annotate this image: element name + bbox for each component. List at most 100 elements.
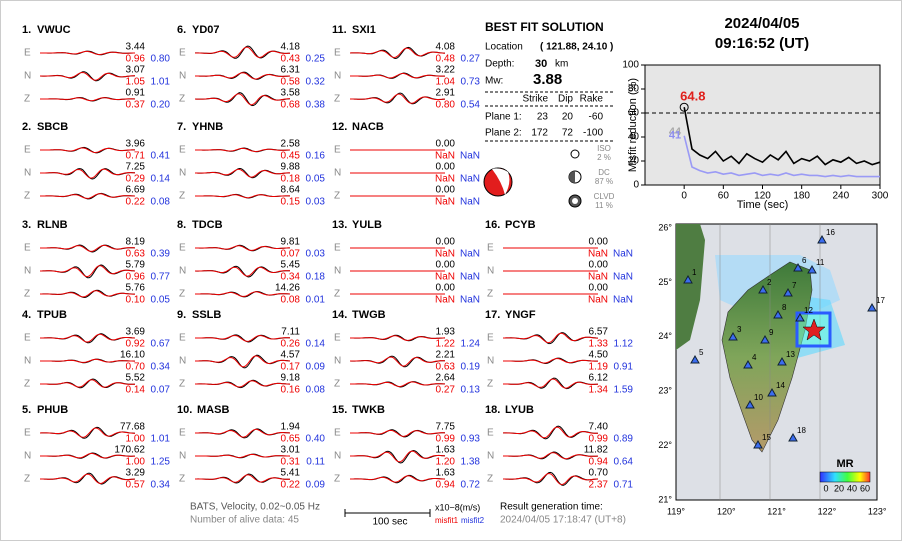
focal-mechanism (483, 149, 582, 208)
synthetic-waveform (350, 335, 446, 341)
misfit1: 1.34 (589, 385, 609, 396)
misfit1: 0.17 (281, 362, 301, 373)
synthetic-waveform (40, 453, 135, 459)
synthetic-waveform (350, 73, 445, 79)
amplitude: 3.01 (281, 445, 301, 456)
component-label: N (179, 71, 186, 82)
amplitude: 0.00 (589, 260, 609, 271)
amplitude: 4.57 (281, 350, 301, 361)
amplitude: 1.63 (436, 445, 456, 456)
misfit2: NaN (460, 272, 480, 283)
synthetic-waveform (194, 93, 290, 106)
component-label: N (24, 168, 31, 179)
lat-label: 22° (658, 440, 672, 450)
station-name: SXI1 (352, 24, 376, 36)
annotation: 64.8 (680, 89, 705, 104)
lon-label: 123° (868, 506, 887, 516)
station-name: LYUB (505, 404, 534, 416)
component-label: Z (179, 191, 185, 202)
misfit2: 1.01 (151, 77, 171, 88)
misfit2: 0.32 (306, 77, 326, 88)
synthetic-waveform (503, 472, 599, 486)
station-triangle (807, 264, 817, 274)
station-label: 13 (786, 350, 795, 359)
amplitude: 3.69 (126, 327, 146, 338)
component-label: N (179, 356, 186, 367)
y-tick-label: 40 (628, 132, 640, 143)
station-number: 3. (22, 219, 31, 231)
station-triangle (783, 287, 793, 297)
amplitude: 14.26 (275, 283, 300, 294)
misfit1: 0.48 (436, 54, 456, 65)
component-label: E (24, 333, 31, 344)
amplitude: 0.00 (589, 283, 609, 294)
synthetic-waveform (503, 452, 598, 460)
component-label: N (334, 168, 341, 179)
table-header: Strike (522, 94, 548, 105)
station-triangle (690, 354, 700, 364)
location-label: Location (485, 42, 523, 53)
misfit2: 0.73 (461, 77, 481, 88)
station-triangle (753, 439, 763, 449)
misfit1: 0.29 (126, 174, 146, 185)
component-label: E (179, 333, 186, 344)
station-label: 2 (767, 278, 772, 287)
synthetic-waveform (40, 147, 135, 154)
component-label: E (179, 145, 186, 156)
synthetic-waveform (195, 380, 290, 388)
amplitude: 77.68 (120, 422, 145, 433)
misfit2: NaN (460, 249, 480, 260)
solution-title: BEST FIT SOLUTION (485, 20, 604, 34)
station-label: 4 (752, 353, 757, 362)
misfit1: 0.14 (126, 385, 146, 396)
misfit1: 0.58 (281, 77, 301, 88)
station-triangle (758, 284, 768, 294)
station-number: 1. (22, 24, 31, 36)
misfit1: 1.20 (436, 457, 456, 468)
synthetic-waveform (40, 97, 136, 102)
synthetic-waveform (195, 46, 291, 59)
mt-component: DC (598, 168, 610, 177)
misfit2: 0.19 (461, 362, 481, 373)
misfit1: 0.27 (436, 385, 456, 396)
component-label: Z (487, 474, 493, 485)
amplitude: 2.64 (436, 373, 456, 384)
component-label: Z (179, 379, 185, 390)
misfit2: 0.08 (151, 197, 171, 208)
synthetic-waveform (350, 93, 445, 104)
station-triangle (767, 387, 777, 397)
misfit2: 0.03 (306, 249, 326, 260)
time: 09:16:52 (UT) (715, 35, 809, 52)
component-label: N (334, 451, 341, 462)
component-label: E (487, 243, 494, 254)
misfit1-legend: misfit1 (435, 516, 459, 525)
component-label: E (24, 243, 31, 254)
row-label: Plane 1: (485, 112, 522, 123)
station-number: 4. (22, 309, 31, 321)
station-label: 16 (826, 228, 835, 237)
lat-label: 21° (658, 494, 672, 504)
amplitude: 0.00 (436, 162, 456, 173)
amplitude: 9.88 (281, 162, 301, 173)
y-tick-label: 20 (628, 156, 640, 167)
table-cell: 72 (562, 128, 574, 139)
synthetic-waveform (195, 428, 291, 438)
misfit2: 1.59 (614, 385, 634, 396)
station-triangle (817, 234, 827, 244)
misfit1: 1.05 (126, 77, 146, 88)
amplitude: 6.31 (281, 65, 301, 76)
component-label: Z (334, 289, 340, 300)
component-label: Z (24, 474, 30, 485)
misfit2: 0.09 (306, 362, 326, 373)
misfit2: 0.71 (614, 480, 634, 491)
amplitude: 2.91 (436, 88, 456, 99)
amplitude: 3.44 (126, 42, 146, 53)
lon-label: 121° (767, 506, 786, 516)
misfit2: 0.54 (461, 100, 481, 111)
misfit2: 0.11 (306, 457, 325, 468)
amplitude: 9.18 (281, 373, 301, 384)
synthetic-waveform (40, 50, 135, 55)
misfit1: NaN (588, 272, 608, 283)
amplitude: 5.79 (126, 260, 146, 271)
station-name: TWGB (352, 309, 386, 321)
